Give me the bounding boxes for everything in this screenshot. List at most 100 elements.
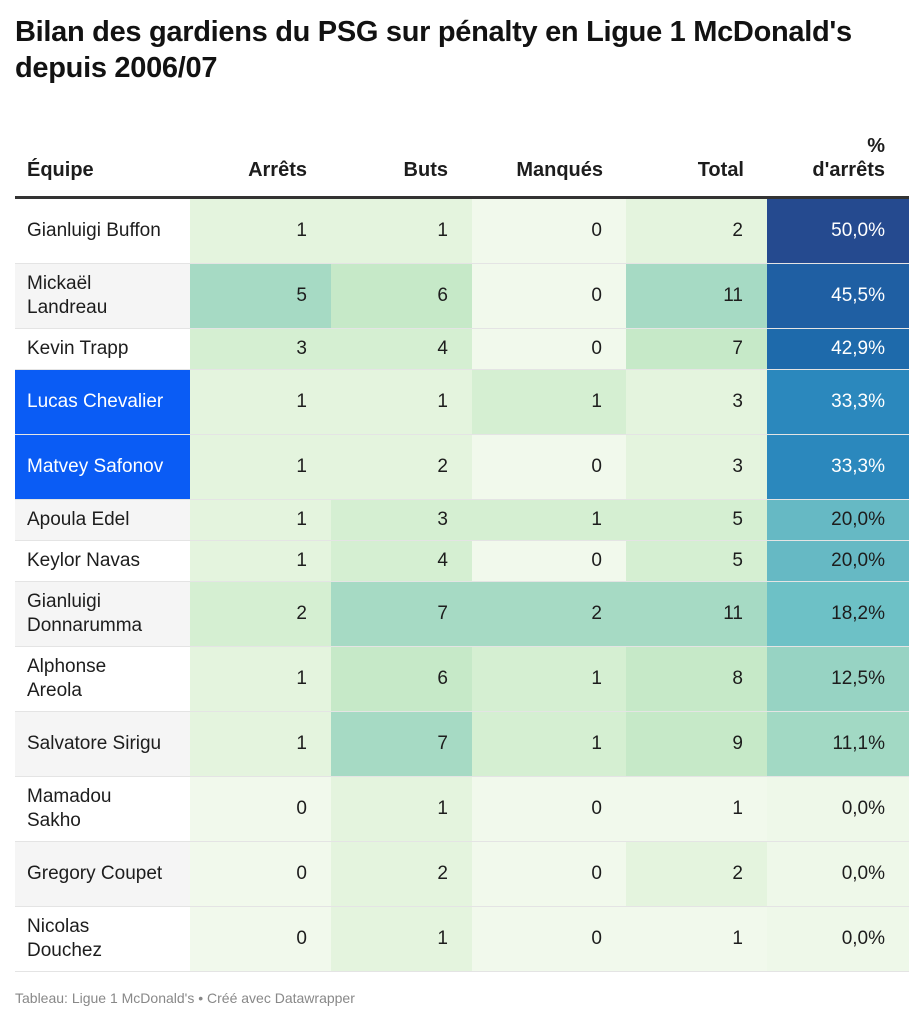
cell-pct: 45,5% (767, 264, 909, 328)
cell-pct: 18,2% (767, 582, 909, 646)
goalkeeper-name: Keylor Navas (27, 550, 140, 571)
table-row: Kevin Trapp 3 4 0 7 42,9% (15, 329, 909, 370)
table-row: Salvatore Sirigu 1 7 1 9 11,1% (15, 712, 909, 777)
cell-total: 8 (626, 647, 767, 711)
goalkeeper-name: Mickaël Landreau (27, 273, 108, 318)
cell-manques: 0 (472, 842, 626, 906)
table-row: Keylor Navas 1 4 0 5 20,0% (15, 541, 909, 582)
table-row: Mamadou Sakho 0 1 0 1 0,0% (15, 777, 909, 842)
cell-total: 11 (626, 582, 767, 646)
cell-pct: 42,9% (767, 329, 909, 369)
table-row: Alphonse Areola 1 6 1 8 12,5% (15, 647, 909, 712)
cell-arrets: 0 (190, 842, 331, 906)
cell-total: 1 (626, 777, 767, 841)
table-header: Équipe Arrêts Buts Manqués Total % d'arr… (15, 132, 909, 199)
cell-manques: 1 (472, 500, 626, 540)
cell-manques: 0 (472, 199, 626, 263)
cell-pct: 20,0% (767, 500, 909, 540)
goalkeeper-name: Lucas Chevalier (27, 391, 164, 412)
cell-manques: 1 (472, 370, 626, 434)
cell-buts: 2 (331, 435, 472, 499)
cell-buts: 6 (331, 647, 472, 711)
goalkeeper-name: Matvey Safonov (27, 456, 164, 477)
cell-manques: 0 (472, 541, 626, 581)
cell-buts: 7 (331, 712, 472, 776)
table-row: Gianluigi Buffon 1 1 0 2 50,0% (15, 199, 909, 264)
cell-pct: 33,3% (767, 370, 909, 434)
goalkeeper-name: Mamadou Sakho (27, 786, 112, 831)
cell-total: 5 (626, 500, 767, 540)
cell-buts: 1 (331, 777, 472, 841)
goalkeeper-name: Gianluigi Donnarumma (27, 591, 143, 636)
table-row: Matvey Safonov 1 2 0 3 33,3% (15, 435, 909, 500)
cell-manques: 0 (472, 907, 626, 971)
cell-manques: 0 (472, 264, 626, 328)
cell-arrets: 1 (190, 647, 331, 711)
cell-total: 3 (626, 435, 767, 499)
column-header-manques[interactable]: Manqués (516, 159, 603, 181)
cell-arrets: 0 (190, 777, 331, 841)
cell-buts: 1 (331, 199, 472, 263)
column-header-arrets[interactable]: Arrêts (248, 159, 307, 181)
cell-buts: 4 (331, 329, 472, 369)
cell-arrets: 1 (190, 435, 331, 499)
cell-buts: 4 (331, 541, 472, 581)
cell-buts: 2 (331, 842, 472, 906)
cell-buts: 1 (331, 370, 472, 434)
cell-arrets: 0 (190, 907, 331, 971)
source-footer: Tableau: Ligue 1 McDonald's • Créé avec … (15, 990, 355, 1006)
cell-arrets: 3 (190, 329, 331, 369)
table-row: Lucas Chevalier 1 1 1 3 33,3% (15, 370, 909, 435)
goalkeeper-name: Nicolas Douchez (27, 916, 102, 961)
cell-pct: 33,3% (767, 435, 909, 499)
cell-buts: 7 (331, 582, 472, 646)
cell-buts: 6 (331, 264, 472, 328)
pct-header-line1: % (867, 135, 885, 157)
cell-pct: 0,0% (767, 842, 909, 906)
cell-pct: 20,0% (767, 541, 909, 581)
table-row: Apoula Edel 1 3 1 5 20,0% (15, 500, 909, 541)
cell-buts: 3 (331, 500, 472, 540)
cell-pct: 0,0% (767, 907, 909, 971)
cell-arrets: 1 (190, 712, 331, 776)
goalkeeper-name: Gregory Coupet (27, 863, 163, 884)
cell-manques: 1 (472, 647, 626, 711)
cell-total: 9 (626, 712, 767, 776)
table-row: Gregory Coupet 0 2 0 2 0,0% (15, 842, 909, 907)
cell-arrets: 1 (190, 370, 331, 434)
cell-buts: 1 (331, 907, 472, 971)
cell-arrets: 1 (190, 199, 331, 263)
cell-total: 2 (626, 199, 767, 263)
column-header-total[interactable]: Total (697, 159, 744, 181)
cell-arrets: 5 (190, 264, 331, 328)
goalkeeper-name: Kevin Trapp (27, 338, 129, 359)
cell-manques: 0 (472, 435, 626, 499)
cell-total: 1 (626, 907, 767, 971)
cell-arrets: 1 (190, 541, 331, 581)
cell-manques: 2 (472, 582, 626, 646)
goalkeeper-name: Alphonse Areola (27, 656, 107, 701)
cell-arrets: 2 (190, 582, 331, 646)
cell-total: 3 (626, 370, 767, 434)
cell-pct: 12,5% (767, 647, 909, 711)
cell-manques: 0 (472, 329, 626, 369)
cell-total: 7 (626, 329, 767, 369)
column-header-pct-arrets[interactable]: % d'arrêts (812, 134, 885, 182)
cell-pct: 50,0% (767, 199, 909, 263)
cell-total: 2 (626, 842, 767, 906)
chart-title: Bilan des gardiens du PSG sur pénalty en… (15, 16, 852, 84)
table-body: Gianluigi Buffon 1 1 0 2 50,0% Mickaël Landrea… (15, 199, 909, 972)
column-header-buts[interactable]: Buts (403, 159, 448, 181)
cell-total: 5 (626, 541, 767, 581)
cell-pct: 0,0% (767, 777, 909, 841)
table-row: Gianluigi Donnarumma 2 7 2 11 18,2% (15, 582, 909, 647)
goalkeeper-name: Salvatore Sirigu (27, 733, 162, 754)
cell-arrets: 1 (190, 500, 331, 540)
goalkeepers-table: Équipe Arrêts Buts Manqués Total % d'arr… (15, 132, 909, 972)
pct-header-line2: d'arrêts (812, 159, 885, 181)
cell-pct: 11,1% (767, 712, 909, 776)
column-header-equipe[interactable]: Équipe (27, 159, 94, 181)
goalkeeper-name: Gianluigi Buffon (27, 220, 161, 241)
cell-total: 11 (626, 264, 767, 328)
cell-manques: 0 (472, 777, 626, 841)
